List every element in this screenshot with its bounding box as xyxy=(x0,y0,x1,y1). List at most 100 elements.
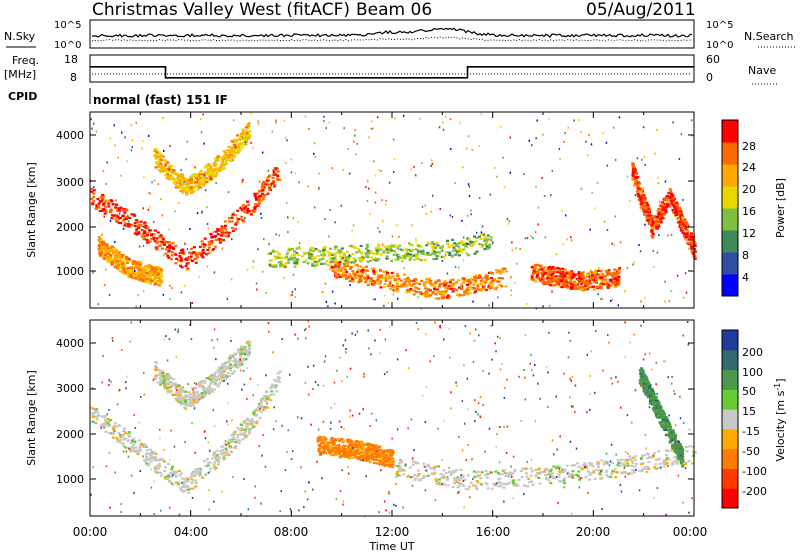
power-data-cell xyxy=(602,279,606,282)
velocity-data-cell xyxy=(169,381,173,384)
power-data-speckle xyxy=(130,149,133,152)
power-data-cell xyxy=(316,254,320,257)
power-data-cell xyxy=(153,229,157,232)
power-data-cell xyxy=(275,178,279,181)
power-data-speckle xyxy=(174,210,176,213)
power-data-cell xyxy=(244,129,248,132)
power-data-cell xyxy=(565,281,569,284)
power-data-cell xyxy=(645,202,649,205)
power-data-speckle xyxy=(642,186,645,189)
power-data-speckle xyxy=(382,243,384,246)
velocity-data-cell xyxy=(212,463,216,466)
velocity-data-cell xyxy=(196,400,200,403)
power-data-cell xyxy=(207,252,211,255)
power-data-cell xyxy=(571,275,575,278)
velocity-data-cell xyxy=(373,456,377,459)
power-data-cell xyxy=(297,253,301,256)
power-data-cell xyxy=(121,262,125,265)
velocity-data-cell xyxy=(218,373,222,376)
velocity-data-cell xyxy=(254,409,258,412)
velocity-data-cell xyxy=(199,381,203,384)
power-data-cell xyxy=(371,284,375,287)
velocity-data-cell xyxy=(364,454,368,457)
power-data-cell xyxy=(596,285,600,288)
velocity-data-cell xyxy=(325,445,329,448)
velocity-data-cell xyxy=(362,444,366,447)
power-ytick-2000: 2000 xyxy=(56,221,84,234)
power-data-speckle xyxy=(318,172,321,175)
power-data-cell xyxy=(532,269,536,272)
velocity-data-cell xyxy=(250,426,254,430)
power-data-cell xyxy=(289,256,293,260)
power-data-cell xyxy=(464,244,468,248)
power-data-cell xyxy=(412,280,416,283)
power-data-cell xyxy=(606,286,610,289)
velocity-data-cell xyxy=(204,392,208,395)
power-data-cell xyxy=(542,281,546,284)
power-data-cell xyxy=(651,222,655,225)
power-data-cell xyxy=(612,279,616,282)
power-data-cell xyxy=(232,150,236,153)
power-data-cell xyxy=(639,198,643,201)
power-data-cell xyxy=(548,281,552,284)
power-data-cell xyxy=(285,255,288,258)
power-data-speckle xyxy=(619,241,622,244)
velocity-data-cell xyxy=(373,458,377,461)
power-data-cell xyxy=(213,168,217,171)
power-data-cell xyxy=(129,274,133,277)
power-data-cell xyxy=(232,143,236,146)
velocity-data-cell xyxy=(167,475,170,478)
velocity-data-cell xyxy=(247,349,251,352)
velocity-data-cell xyxy=(213,378,216,381)
power-data-cell xyxy=(386,251,390,254)
power-data-cell xyxy=(484,241,488,244)
power-data-cell xyxy=(314,247,318,251)
power-data-speckle xyxy=(290,171,293,174)
power-data-cell xyxy=(361,266,365,269)
power-data-cell xyxy=(399,248,403,251)
velocity-data-cell xyxy=(380,450,384,453)
velocity-data-cell xyxy=(190,477,194,480)
power-data-cell xyxy=(116,267,120,271)
power-data-speckle xyxy=(141,147,143,150)
power-data-cell xyxy=(185,262,189,265)
power-data-cell xyxy=(298,247,302,250)
velocity-data-cell xyxy=(165,384,169,387)
velocity-data-cell xyxy=(191,471,195,474)
power-data-cell xyxy=(451,278,455,281)
power-data-cell xyxy=(415,253,419,256)
power-data-cell xyxy=(425,281,429,284)
power-data-speckle xyxy=(252,266,254,269)
power-data-speckle xyxy=(169,284,171,287)
power-data-cell xyxy=(573,284,577,287)
velocity-data-cell xyxy=(208,387,212,390)
power-data-cell xyxy=(412,258,416,261)
nsearch-trace xyxy=(91,36,693,42)
power-data-speckle xyxy=(200,131,203,134)
power-data-cell xyxy=(675,204,679,207)
power-data-cell xyxy=(145,234,149,237)
velocity-data-cell xyxy=(232,431,236,434)
power-data-speckle xyxy=(202,113,204,116)
power-data-cell xyxy=(131,261,135,264)
power-data-cell xyxy=(541,280,545,283)
velocity-data-cell xyxy=(240,352,244,355)
power-data-speckle xyxy=(127,220,130,223)
power-data-speckle xyxy=(278,234,280,237)
velocity-data-cell xyxy=(323,440,327,443)
power-data-cell xyxy=(351,270,355,273)
velocity-data-cell xyxy=(216,385,220,388)
power-data-cell xyxy=(479,282,483,285)
power-data-cell xyxy=(631,178,635,181)
velocity-data-cell xyxy=(188,396,192,399)
power-data-cell xyxy=(473,252,477,255)
power-data-speckle xyxy=(385,199,387,202)
power-data-cell xyxy=(172,169,176,172)
power-data-cell xyxy=(168,175,172,178)
power-data-speckle xyxy=(232,159,234,162)
power-data-cell xyxy=(618,267,622,270)
power-data-cell xyxy=(471,244,475,247)
power-data-cell xyxy=(151,271,155,274)
power-data-cell xyxy=(415,257,419,260)
power-data-cell xyxy=(400,257,404,260)
